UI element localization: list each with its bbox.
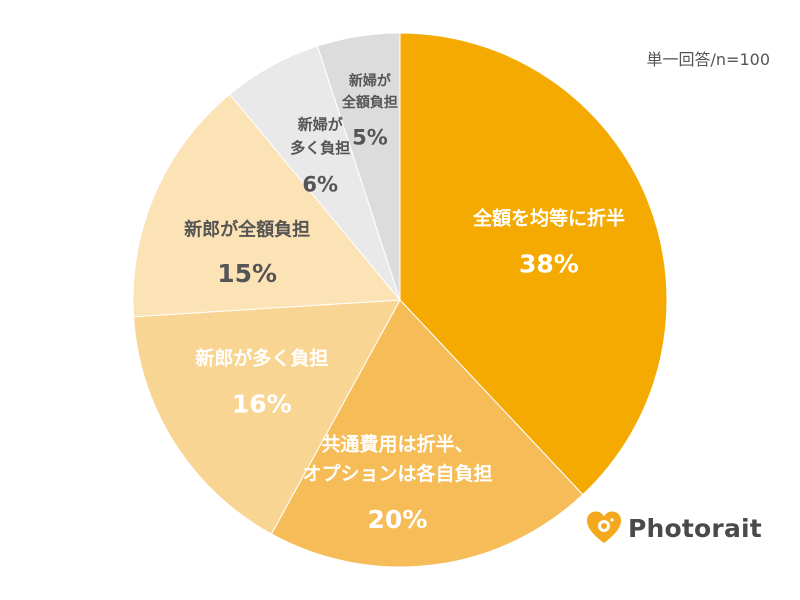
slice-label: 全額を均等に折半 [472,207,625,230]
slice-label-group: 全額を均等に折半 38% [472,207,625,279]
brand-name: Photorait [628,513,762,543]
slice-label: オプションは各自負担 [302,462,492,485]
slice-label: 共通費用は折半、 [321,432,473,455]
slice-value-label: 15% [217,259,277,288]
slice-label-group: 共通費用は折半、オプションは各自負担 20% [302,432,492,533]
pie-slice [399,32,668,496]
slice-value-label: 38% [519,250,579,279]
heart-camera-icon [587,511,621,543]
pie-slice [132,93,402,318]
slice-value-label: 6% [302,173,338,197]
slice-label: 新郎が多く負担 [195,347,328,370]
slice-label-group: 新郎が全額負担 15% [184,219,310,288]
brand-logo: Photorait [586,510,762,546]
pie-slice [316,32,401,301]
pie-slice [270,299,584,568]
slice-label-group: 新郎が多く負担 16% [195,347,328,419]
slice-value-label: 20% [368,505,428,534]
pie-slice [132,299,401,535]
slice-label: 新婦が [298,116,344,134]
slice-value-label: 5% [352,125,388,149]
sample-note: 単一回答/n=100 [646,50,770,69]
slice-label: 全額負担 [341,94,398,111]
slice-label: 新婦が [349,72,392,89]
slice-label: 多く負担 [290,139,350,157]
slice-label: 新郎が全額負担 [184,219,310,241]
slice-value-label: 16% [232,390,292,419]
